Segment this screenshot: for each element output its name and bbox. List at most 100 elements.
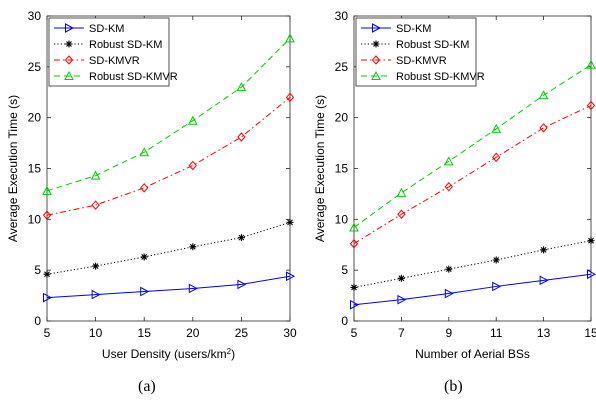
legend-marker-shape [64,55,74,65]
y-axis-label: Average Execution Time (s) [6,95,20,242]
legend-marker-shape [65,40,73,48]
legend-marker [371,55,381,65]
legend-box [355,17,477,87]
data-point-shape [187,115,198,125]
caption-b: (b) [444,378,463,395]
data-point-shape [350,299,360,310]
data-point [587,237,595,245]
data-point-shape [285,92,295,103]
series-line-3 [353,64,592,228]
data-point [397,274,405,282]
legend-marker [371,70,381,80]
data-point [42,185,52,195]
series-line-2 [353,105,592,245]
data-point-shape [397,274,405,282]
data-point-shape [286,271,296,282]
data-point [140,253,148,261]
legend-marker [372,23,382,33]
x-tick-label: 5 [351,326,358,340]
series-line-1 [353,240,592,288]
x-tick-label: 10 [89,326,103,340]
legend-label: Robust SD-KM [396,39,469,51]
data-point-shape [42,210,52,221]
data-point-shape [43,270,51,278]
legend-marker-shape [64,70,74,80]
data-point-shape [491,123,502,133]
data-point-shape [91,200,100,210]
data-point [349,238,359,249]
legend-label: SD-KM [396,23,431,35]
data-point-shape [539,275,549,286]
data-point [586,100,596,111]
x-tick-label: 9 [445,326,452,340]
data-point-shape [236,82,247,92]
data-point [237,132,246,142]
y-tick-label: 10 [28,212,42,226]
data-point-shape [349,222,359,232]
y-tick-label: 25 [335,60,349,74]
x-axis-label: User Density (users/km2) [102,347,235,362]
data-point-shape [587,269,596,280]
legend-label: Robust SD-KMVR [89,71,178,83]
data-point [492,152,501,163]
data-point-shape [397,209,406,220]
data-point-shape [586,59,596,69]
x-tick-label: 11 [490,326,503,340]
data-point-shape [42,185,52,195]
data-point-shape [444,182,453,192]
data-point [187,115,198,125]
x-tick-label: 13 [537,326,551,340]
x-axis-label-superscript: 2 [227,347,232,356]
legend-label: SD-KM [89,23,124,35]
legend-label: Robust SD-KM [89,39,162,51]
series-line-2 [46,96,291,216]
data-point-shape [396,187,407,197]
data-point-shape [492,256,500,264]
data-point-shape [91,289,101,300]
legend-marker-shape [65,23,75,33]
data-point-shape [92,262,100,270]
data-point-shape [539,123,548,133]
x-tick-label: 15 [584,326,596,340]
data-point [492,281,502,292]
data-point-shape [189,243,197,251]
legend-marker [372,40,380,48]
data-point-shape [397,294,407,305]
series-line-0 [353,273,592,306]
data-point-shape [286,218,294,226]
data-point-shape [538,90,549,100]
caption-a: (a) [138,378,156,395]
legend-marker-shape [371,55,381,65]
legend-box [48,17,170,87]
data-point [140,286,150,297]
data-point-shape [587,237,595,245]
y-tick-label: 0 [341,314,348,328]
data-point [90,170,101,180]
data-point-shape [443,156,454,166]
x-tick-label: 7 [398,326,405,340]
data-point-shape [140,253,148,261]
data-point [285,92,295,103]
data-point [443,156,454,166]
y-tick-label: 20 [28,111,42,125]
legend-marker [64,70,74,80]
x-tick-label: 5 [44,326,51,340]
data-point [188,160,197,171]
data-point-shape [43,292,53,303]
data-point [492,256,500,264]
data-point [540,246,548,254]
y-tick-label: 0 [34,314,41,328]
data-point [237,234,245,242]
data-point [539,123,548,133]
data-point-shape [140,286,150,297]
data-point [445,265,453,273]
legend-marker-shape [372,40,380,48]
data-point [286,218,294,226]
x-tick-label: 15 [138,326,152,340]
data-point-shape [237,132,246,142]
y-tick-label: 30 [28,9,42,23]
data-point-shape [140,183,149,193]
data-point-shape [444,288,454,299]
data-point [285,33,295,43]
